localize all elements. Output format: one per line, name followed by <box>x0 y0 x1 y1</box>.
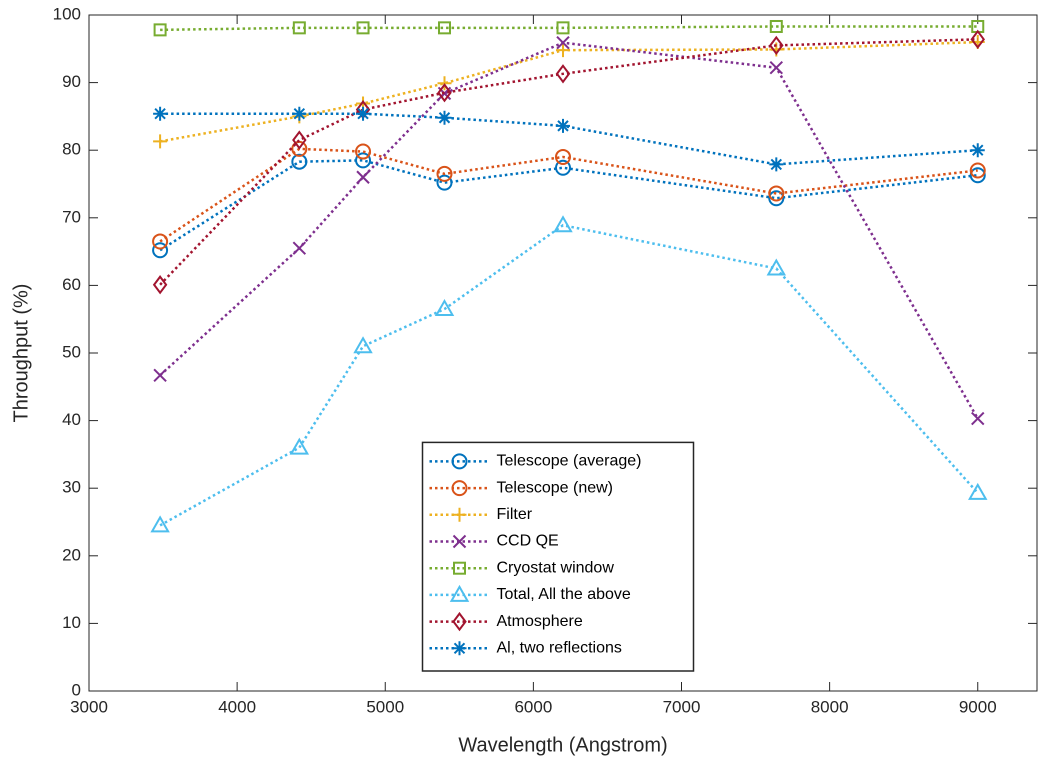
legend-marker <box>449 584 470 602</box>
y-tick-label: 10 <box>62 613 81 632</box>
marker <box>555 148 571 165</box>
marker <box>153 23 167 37</box>
legend-label: Telescope (new) <box>497 479 614 496</box>
marker <box>970 29 985 50</box>
marker <box>150 515 170 533</box>
marker <box>970 143 985 158</box>
x-tick-label: 7000 <box>663 697 701 716</box>
legend-marker <box>452 507 467 522</box>
marker <box>768 190 785 207</box>
legend-label: Total, All the above <box>497 586 631 603</box>
y-tick-label: 90 <box>62 72 81 91</box>
marker <box>356 170 370 184</box>
x-tick-label: 8000 <box>811 697 849 716</box>
marker <box>434 299 455 317</box>
marker <box>152 275 168 295</box>
y-tick-label: 40 <box>62 410 81 429</box>
marker <box>292 241 307 255</box>
marker <box>769 19 783 33</box>
series-line <box>159 38 978 286</box>
x-tick-label: 9000 <box>959 697 997 716</box>
marker <box>292 130 307 150</box>
y-tick-label: 70 <box>62 207 81 226</box>
marker <box>355 152 372 169</box>
marker <box>766 258 787 276</box>
y-tick-label: 100 <box>53 4 81 23</box>
legend-marker <box>452 611 467 632</box>
x-tick-label: 5000 <box>366 697 404 716</box>
marker <box>971 411 985 426</box>
legend-label: Al, two reflections <box>497 640 622 657</box>
legend-marker <box>452 534 467 549</box>
marker <box>555 64 571 84</box>
marker <box>556 21 570 35</box>
y-tick-label: 0 <box>72 680 81 699</box>
x-tick-label: 4000 <box>218 697 256 716</box>
x-tick-label: 3000 <box>70 697 108 716</box>
marker <box>356 106 371 121</box>
marker <box>438 21 451 35</box>
marker <box>437 83 452 103</box>
legend-label: CCD QE <box>497 533 559 550</box>
marker <box>969 167 986 184</box>
legend-marker <box>451 480 468 497</box>
marker <box>292 106 307 121</box>
marker <box>292 21 306 35</box>
legend-marker <box>453 561 466 575</box>
series-line <box>160 25 978 32</box>
marker <box>556 36 570 50</box>
marker <box>356 21 370 35</box>
marker <box>153 106 168 121</box>
marker <box>968 482 988 500</box>
y-tick-label: 50 <box>62 342 81 361</box>
legend-label: Filter <box>497 506 533 523</box>
y-axis-label: Throughput (%) <box>10 284 32 423</box>
y-tick-label: 80 <box>62 140 81 159</box>
marker <box>769 35 784 56</box>
marker <box>556 43 570 58</box>
series-line <box>159 223 979 527</box>
legend-label: Telescope (average) <box>497 453 642 470</box>
y-tick-label: 30 <box>62 478 81 497</box>
y-tick-label: 20 <box>62 545 81 564</box>
marker <box>556 118 570 133</box>
marker <box>768 185 785 202</box>
marker <box>769 61 784 75</box>
marker <box>153 134 168 149</box>
marker <box>553 215 573 233</box>
series-line <box>159 159 978 252</box>
plot-frame <box>88 14 1038 692</box>
marker <box>436 174 453 191</box>
marker <box>355 143 372 160</box>
legend-label: Atmosphere <box>497 613 583 630</box>
marker <box>353 336 373 354</box>
legend-marker <box>452 641 467 656</box>
marker <box>969 162 986 179</box>
marker <box>289 437 310 455</box>
x-axis-label: Wavelength (Angstrom) <box>458 734 667 756</box>
marker <box>153 368 167 383</box>
x-tick-label: 6000 <box>514 697 552 716</box>
marker <box>291 153 308 170</box>
legend-box <box>421 441 695 672</box>
marker <box>437 110 452 125</box>
y-tick-label: 60 <box>62 275 81 294</box>
marker <box>152 242 169 259</box>
legend-marker <box>451 453 468 470</box>
marker <box>769 157 784 172</box>
marker <box>152 233 169 250</box>
marker <box>436 165 453 182</box>
marker <box>555 159 571 176</box>
legend-label: Cryostat window <box>497 559 615 576</box>
